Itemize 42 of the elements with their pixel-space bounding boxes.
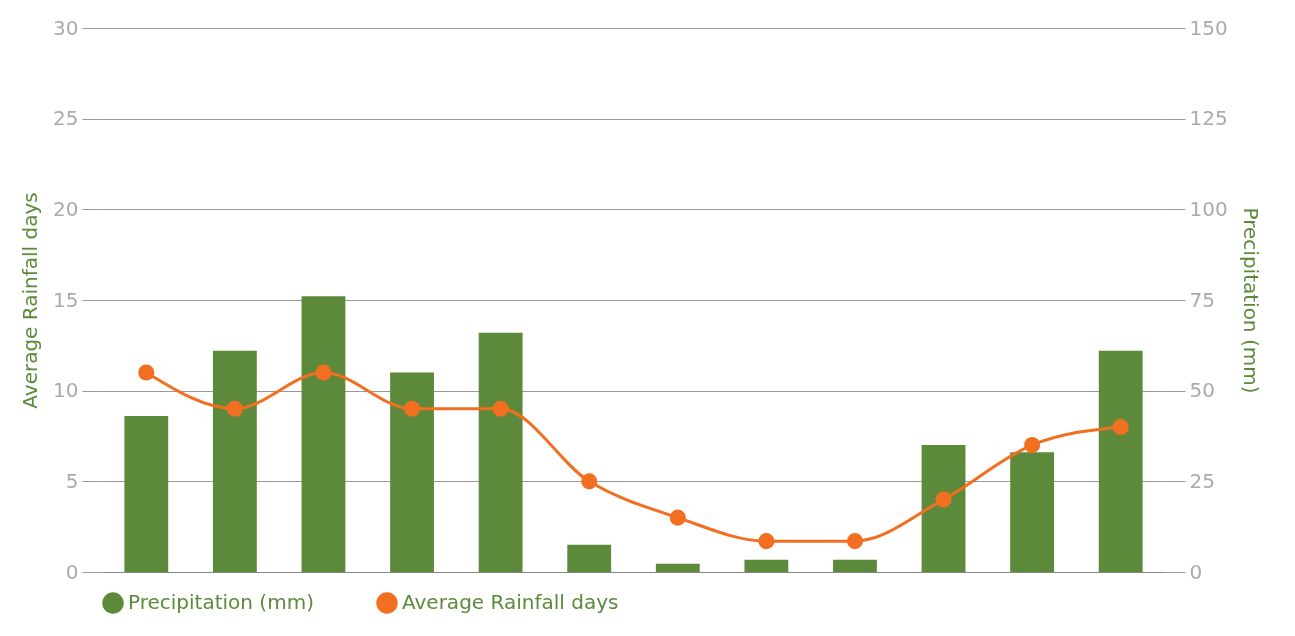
- y2-tick-label: 125: [1189, 106, 1228, 131]
- bar: [1098, 350, 1143, 572]
- bar: [301, 296, 346, 572]
- y-tick-label: 10: [53, 378, 79, 403]
- y2-axis-title: Precipitation (mm): [1238, 207, 1263, 394]
- y2-tick-label: 50: [1189, 378, 1215, 403]
- bar: [124, 416, 169, 572]
- y-tick-label: 20: [53, 196, 79, 221]
- y2-tick-label: 25: [1189, 468, 1215, 493]
- point: [846, 533, 864, 550]
- y2-tick-label: 0: [1189, 559, 1203, 584]
- point: [226, 400, 243, 417]
- bar: [655, 563, 700, 572]
- bar: [744, 559, 789, 572]
- y-tick-label: 25: [53, 106, 79, 131]
- y-tick-label: 5: [65, 468, 79, 493]
- y-tick-label: 0: [65, 559, 79, 584]
- bar: [390, 372, 434, 572]
- bar: [212, 350, 257, 572]
- point: [669, 509, 686, 526]
- point: [403, 400, 421, 417]
- point: [138, 364, 155, 381]
- y2-tick-label: 150: [1189, 15, 1228, 40]
- y-tick-label: 15: [53, 287, 79, 312]
- bar: [921, 445, 966, 572]
- point: [581, 473, 598, 490]
- legend-label: Average Rainfall days: [402, 590, 619, 614]
- point: [492, 400, 509, 417]
- y-axis-title: Average Rainfall days: [18, 192, 43, 409]
- point: [1112, 418, 1129, 435]
- point: [935, 491, 952, 508]
- bar: [833, 559, 877, 572]
- y-tick-label: 30: [53, 15, 79, 40]
- y2-tick-label: 75: [1189, 287, 1215, 312]
- point: [315, 364, 332, 381]
- point: [758, 533, 775, 550]
- bar: [478, 332, 523, 572]
- bar: [1010, 452, 1055, 572]
- legend-label: Precipitation (mm): [128, 590, 314, 614]
- point: [1024, 437, 1041, 454]
- bar: [567, 544, 612, 572]
- y2-tick-label: 100: [1189, 196, 1228, 221]
